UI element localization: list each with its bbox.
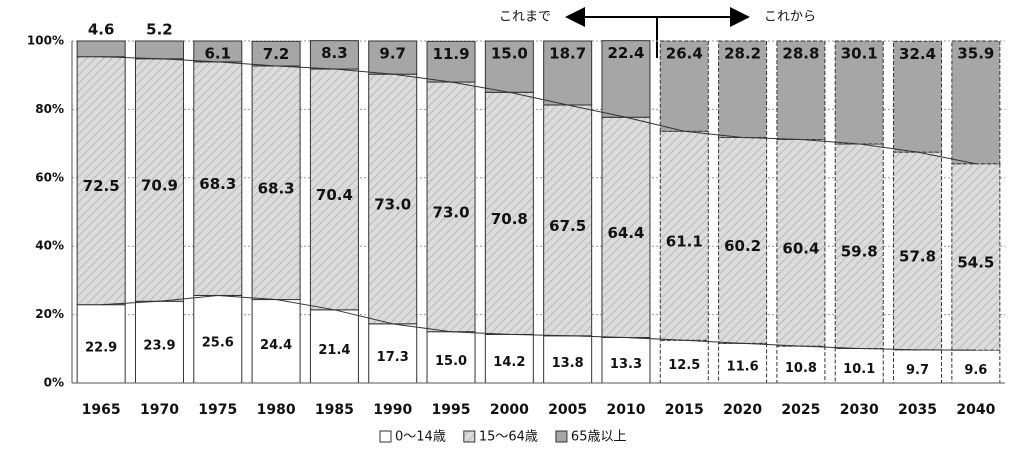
legend-swatch [379, 430, 392, 443]
data-label: 59.8 [841, 243, 878, 261]
data-label: 4.6 [88, 21, 115, 39]
data-label: 73.0 [433, 203, 470, 221]
x-tick-label: 2005 [548, 402, 587, 418]
legend-label: 15～64歳 [479, 430, 538, 445]
data-label: 22.9 [85, 340, 117, 355]
data-label: 61.1 [666, 232, 703, 250]
annotation: これまで [499, 10, 551, 25]
data-label: 57.8 [899, 247, 936, 265]
data-label: 8.3 [321, 44, 348, 62]
data-label: 32.4 [899, 45, 936, 63]
data-label: 70.4 [316, 186, 353, 204]
data-label: 22.4 [607, 44, 644, 62]
data-label: 54.5 [957, 253, 994, 271]
y-tick-label: 100% [27, 34, 64, 48]
x-tick-label: 1975 [198, 402, 237, 418]
data-label: 25.6 [202, 336, 234, 351]
x-tick-label: 1985 [315, 402, 354, 418]
data-label: 23.9 [143, 339, 175, 354]
x-tick-label: 1965 [82, 402, 121, 418]
y-tick-label: 40% [35, 239, 64, 253]
x-tick-label: 2040 [956, 402, 995, 418]
data-label: 9.6 [964, 363, 987, 378]
x-tick-label: 2010 [606, 402, 645, 418]
data-label: 73.0 [374, 196, 411, 214]
legend-swatch [463, 430, 476, 443]
data-label: 24.4 [260, 338, 292, 353]
data-label: 21.4 [318, 343, 350, 358]
data-label: 70.8 [491, 210, 528, 228]
data-label: 11.9 [433, 45, 470, 63]
data-label: 35.9 [957, 45, 994, 63]
x-tick-label: 2025 [781, 402, 820, 418]
data-label: 5.2 [146, 21, 173, 39]
data-label: 7.2 [263, 45, 290, 63]
bar-segment [76, 40, 126, 58]
x-tick-label: 1970 [140, 402, 179, 418]
data-label: 60.4 [782, 239, 819, 257]
data-label: 30.1 [841, 45, 878, 63]
x-tick-label: 2000 [490, 402, 529, 418]
data-label: 72.5 [83, 177, 120, 195]
data-label: 14.2 [493, 355, 525, 370]
legend-label: 0～14歳 [395, 430, 446, 445]
y-tick-label: 80% [35, 102, 64, 116]
data-label: 28.2 [724, 45, 761, 63]
x-tick-label: 1990 [373, 402, 412, 418]
x-tick-label: 2030 [840, 402, 879, 418]
x-tick-label: 2035 [898, 402, 937, 418]
bar-segment [134, 40, 184, 60]
data-label: 15.0 [435, 354, 467, 369]
data-label: 9.7 [906, 363, 929, 378]
data-label: 68.3 [199, 175, 236, 193]
x-tick-label: 2015 [665, 402, 704, 418]
data-label: 18.7 [549, 45, 586, 63]
data-label: 68.3 [258, 179, 295, 197]
data-label: 9.7 [379, 45, 406, 63]
x-tick-label: 1995 [432, 402, 471, 418]
legend-swatch [555, 430, 568, 443]
bar-segment [776, 345, 826, 384]
data-label: 10.8 [785, 361, 817, 376]
data-label: 15.0 [491, 45, 528, 63]
data-label: 13.8 [552, 356, 584, 371]
data-label: 26.4 [666, 45, 703, 63]
data-label: 70.9 [141, 177, 178, 195]
data-label: 6.1 [204, 45, 231, 63]
data-label: 11.6 [727, 360, 759, 375]
annotation: これから [764, 10, 816, 25]
y-tick-label: 60% [35, 170, 64, 184]
x-tick-label: 2020 [723, 402, 762, 418]
data-label: 64.4 [607, 224, 644, 242]
data-label: 67.5 [549, 217, 586, 235]
data-label: 28.8 [782, 45, 819, 63]
y-tick-label: 20% [35, 307, 64, 321]
legend-label: 65歳以上 [571, 430, 627, 445]
y-tick-label: 0% [44, 376, 64, 390]
x-tick-label: 1980 [257, 402, 296, 418]
data-label: 17.3 [377, 350, 409, 365]
data-label: 12.5 [668, 358, 700, 373]
data-label: 10.1 [843, 362, 875, 377]
data-label: 13.3 [610, 357, 642, 372]
data-label: 60.2 [724, 237, 761, 255]
